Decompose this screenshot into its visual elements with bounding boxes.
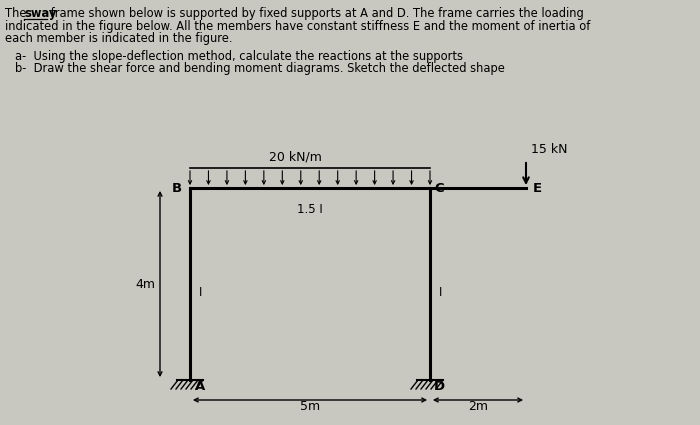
Text: C: C — [434, 181, 444, 195]
Text: each member is indicated in the figure.: each member is indicated in the figure. — [5, 32, 232, 45]
Text: 5m: 5m — [300, 400, 320, 413]
Text: B: B — [172, 181, 182, 195]
Text: D: D — [433, 380, 444, 393]
Text: sway: sway — [24, 7, 57, 20]
Text: 2m: 2m — [468, 400, 488, 413]
Text: 1.5 I: 1.5 I — [297, 203, 323, 216]
Text: I: I — [199, 286, 203, 298]
Text: A: A — [195, 380, 205, 393]
Text: E: E — [533, 181, 542, 195]
Text: 15 kN: 15 kN — [531, 143, 568, 156]
Text: indicated in the figure below. All the members have constant stiffness E and the: indicated in the figure below. All the m… — [5, 20, 590, 32]
Text: frame shown below is supported by fixed supports at A and D. The frame carries t: frame shown below is supported by fixed … — [47, 7, 584, 20]
Text: The: The — [5, 7, 30, 20]
Text: a-  Using the slope-deflection method, calculate the reactions at the supports: a- Using the slope-deflection method, ca… — [15, 49, 463, 62]
Text: I: I — [440, 286, 442, 298]
Text: 4m: 4m — [135, 278, 155, 291]
Text: 20 kN/m: 20 kN/m — [269, 150, 321, 163]
Text: b-  Draw the shear force and bending moment diagrams. Sketch the deflected shape: b- Draw the shear force and bending mome… — [15, 62, 505, 75]
